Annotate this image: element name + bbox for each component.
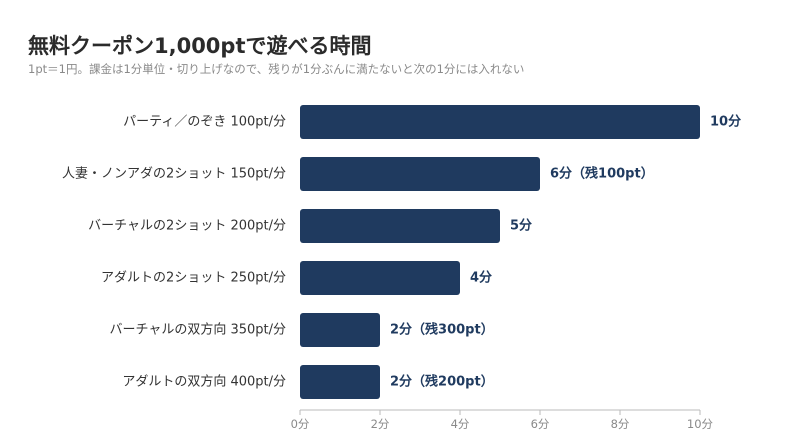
x-tick-label: 8分 (611, 417, 630, 431)
data-label: 5分 (510, 218, 532, 234)
x-tick-label: 4分 (451, 417, 470, 431)
category-label: パーティ／のぞき 100pt/分 (123, 115, 286, 130)
x-tick-label: 2分 (371, 417, 390, 431)
bar (300, 209, 500, 243)
x-tick-label: 10分 (687, 417, 714, 431)
x-tick-label: 0分 (291, 417, 310, 431)
data-label: 2分（残300pt） (390, 322, 494, 338)
chart-title: 無料クーポン1,000ptで遊べる時間 (28, 34, 372, 58)
category-label: アダルトの双方向 400pt/分 (122, 374, 286, 390)
data-label: 2分（残200pt） (390, 374, 494, 390)
bar (300, 157, 540, 191)
chart-subtitle: 1pt＝1円。課金は1分単位・切り上げなので、残りが1分ぶんに満たないと次の1分… (28, 62, 525, 76)
category-label: バーチャルの双方向 350pt/分 (109, 322, 286, 338)
data-label: 10分 (710, 114, 741, 130)
category-label: アダルトの2ショット 250pt/分 (101, 271, 286, 286)
data-label: 4分 (470, 270, 492, 286)
bar (300, 313, 380, 347)
bar (300, 365, 380, 399)
data-label: 6分（残100pt） (550, 166, 654, 182)
category-label: 人妻・ノンアダの2ショット 150pt/分 (62, 167, 286, 182)
bar (300, 261, 460, 295)
bar (300, 105, 700, 139)
category-label: バーチャルの2ショット 200pt/分 (88, 219, 286, 234)
x-tick-label: 6分 (531, 417, 550, 431)
